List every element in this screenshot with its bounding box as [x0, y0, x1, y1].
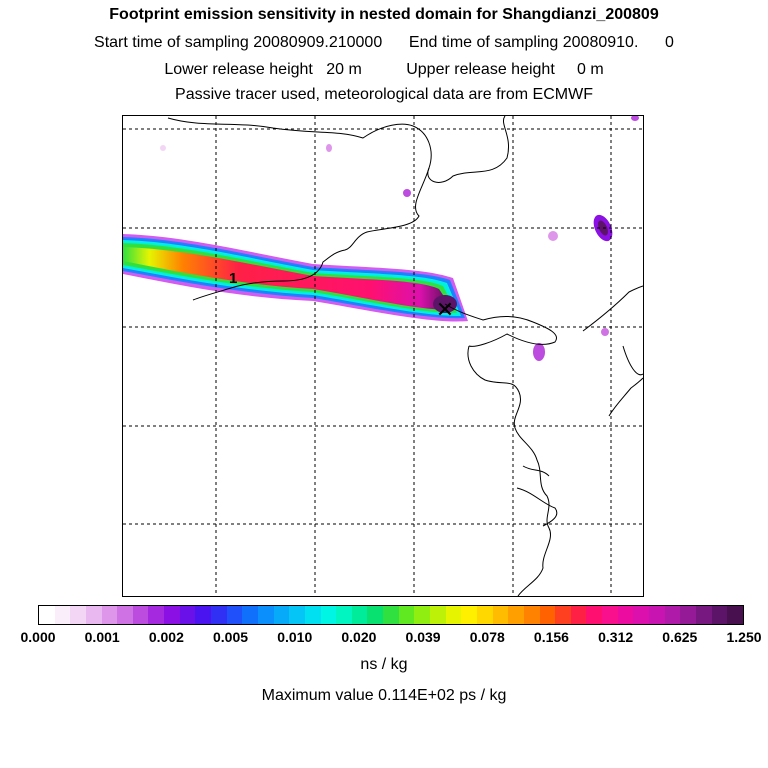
coastline — [522, 465, 550, 477]
coastlines — [167, 116, 643, 596]
colorbar-cell — [383, 606, 399, 624]
colorbar-tick-label: 0.156 — [533, 629, 569, 645]
colorbar-cell — [617, 606, 634, 624]
release-point-marker: ✕ — [436, 298, 454, 323]
patch — [533, 343, 545, 361]
coastline — [467, 345, 551, 596]
colorbar-tick-label: 0.078 — [469, 629, 505, 645]
site-marker-label: 1 — [229, 270, 237, 287]
colorbar-cell — [257, 606, 274, 624]
colorbar-cell — [132, 606, 149, 624]
patch — [631, 116, 639, 121]
colorbar-cell — [336, 606, 352, 624]
colorbar-cell — [664, 606, 681, 624]
colorbar-tick-label: 0.312 — [598, 629, 634, 645]
colorbar-cell — [508, 606, 524, 624]
colorbar-cell — [289, 606, 305, 624]
patch — [548, 231, 558, 241]
colorbar-cell — [117, 606, 133, 624]
colorbar-cell — [633, 606, 649, 624]
colorbar-cell — [351, 606, 368, 624]
colorbar-cell — [179, 606, 196, 624]
colorbar-cell — [727, 606, 743, 624]
sensitivity-plume — [123, 234, 468, 322]
colorbar-cell — [148, 606, 165, 624]
colorbar-tick-label: 0.039 — [405, 629, 441, 645]
colorbar-cell — [680, 606, 696, 624]
colorbar-cell — [398, 606, 415, 624]
patch — [326, 144, 332, 152]
colorbar-cell — [367, 606, 384, 624]
coastline — [608, 377, 643, 417]
max-value-label: Maximum value 0.114E+02 ps / kg — [261, 687, 507, 704]
colorbar-cell — [101, 606, 118, 624]
colorbar-tick-label: 0.000 — [20, 629, 56, 645]
colorbar-cell — [195, 606, 212, 624]
colorbar-cell — [54, 606, 71, 624]
sampling-times: Start time of sampling 20080909.210000 E… — [94, 34, 674, 51]
coastline — [582, 285, 643, 332]
colorbar-cell — [445, 606, 462, 624]
colorbar-cell — [85, 606, 102, 624]
colorbar-cell — [476, 606, 493, 624]
colorbar-cell — [586, 606, 603, 624]
lat-lon-grid — [123, 116, 643, 596]
colorbar-cell — [555, 606, 571, 624]
colorbar-cell — [492, 606, 509, 624]
footprint-map: 1 ✕ — [123, 116, 643, 596]
units-label: ns / kg — [360, 656, 408, 673]
coastline — [412, 116, 509, 183]
coastline — [444, 303, 557, 347]
colorbar-cell — [539, 606, 556, 624]
coastline — [622, 345, 643, 376]
colorbar-cell — [164, 606, 180, 624]
colorbar-tick-label: 0.020 — [341, 629, 377, 645]
colorbar-cell — [211, 606, 227, 624]
colorbar-cell — [523, 606, 540, 624]
colorbar-tick-label: 0.001 — [84, 629, 120, 645]
colorbar-tick-label: 1.250 — [726, 629, 762, 645]
patch — [160, 145, 166, 151]
colorbar-cell — [70, 606, 86, 624]
plot-title: Footprint emission sensitivity in nested… — [109, 6, 659, 23]
patch — [403, 189, 411, 197]
colorbar-cell — [648, 606, 665, 624]
colorbar-cell — [320, 606, 337, 624]
colorbar — [38, 605, 744, 625]
map-panel: 1 ✕ — [122, 115, 644, 597]
colorbar-tick-label: 0.005 — [213, 629, 249, 645]
colorbar-tick-labels: 0.000 0.001 0.002 0.005 0.010 0.020 0.039 0.078… — [0, 629, 768, 649]
patch — [601, 328, 609, 336]
release-heights: Lower release height 20 m Upper release … — [164, 61, 604, 78]
coastline — [516, 487, 558, 527]
colorbar-tick-label: 0.002 — [148, 629, 184, 645]
coastline — [192, 167, 430, 301]
colorbar-cell — [414, 606, 431, 624]
colorbar-cell — [39, 606, 55, 624]
colorbar-tick-label: 0.010 — [277, 629, 313, 645]
colorbar-cell — [273, 606, 290, 624]
colorbar-cell — [430, 606, 446, 624]
colorbar-cell — [304, 606, 321, 624]
colorbar-cell — [695, 606, 712, 624]
plume-band-core — [123, 247, 453, 310]
tracer-info: Passive tracer used, meteorological data… — [175, 86, 593, 103]
colorbar-cell — [570, 606, 587, 624]
colorbar-cell — [461, 606, 477, 624]
colorbar-cell — [226, 606, 243, 624]
colorbar-cell — [242, 606, 258, 624]
colorbar-tick-label: 0.625 — [662, 629, 698, 645]
minor-patches — [160, 116, 639, 361]
coastline — [167, 117, 414, 139]
colorbar-cell — [711, 606, 728, 624]
colorbar-cell — [602, 606, 618, 624]
